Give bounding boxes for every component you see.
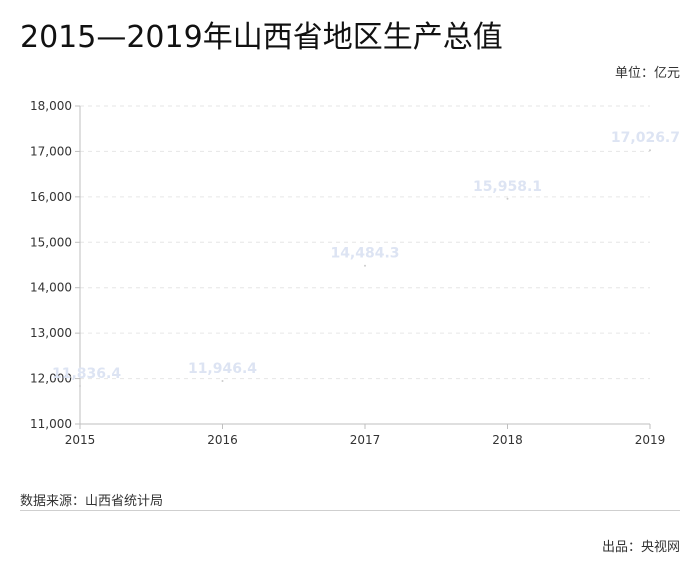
unit-label: 单位：亿元	[614, 66, 680, 81]
data-label: 17,026.7	[611, 130, 680, 146]
y-tick-label: 12,000	[30, 372, 72, 386]
data-point	[649, 149, 651, 152]
y-tick-label: 11,000	[30, 417, 72, 431]
page-title: 2015—2019年山西省地区生产总值	[20, 20, 503, 55]
data-label: 15,958.1	[473, 179, 542, 195]
data-point	[364, 264, 366, 267]
x-tick-label: 2017	[350, 433, 381, 447]
y-tick-label: 15,000	[30, 235, 72, 249]
data-label: 11,946.4	[188, 361, 257, 377]
x-tick-label: 2018	[492, 433, 523, 447]
x-tick-label: 2016	[207, 433, 238, 447]
y-tick-label: 17,000	[30, 144, 72, 158]
data-point	[79, 385, 81, 388]
x-tick-label: 2019	[635, 433, 666, 447]
credit: 出品：央视网	[601, 540, 680, 555]
y-tick-label: 18,000	[30, 99, 72, 113]
data-source: 数据来源：山西省统计局	[20, 494, 164, 509]
data-label: 11,836.4	[52, 366, 121, 382]
data-point	[221, 380, 224, 383]
y-tick-label: 14,000	[30, 281, 72, 295]
data-label: 14,484.3	[330, 246, 399, 262]
footer-divider	[20, 510, 680, 511]
data-point	[506, 197, 509, 200]
y-tick-label: 13,000	[30, 326, 72, 340]
x-tick-label: 2015	[65, 433, 96, 447]
y-tick-label: 16,000	[30, 190, 72, 204]
